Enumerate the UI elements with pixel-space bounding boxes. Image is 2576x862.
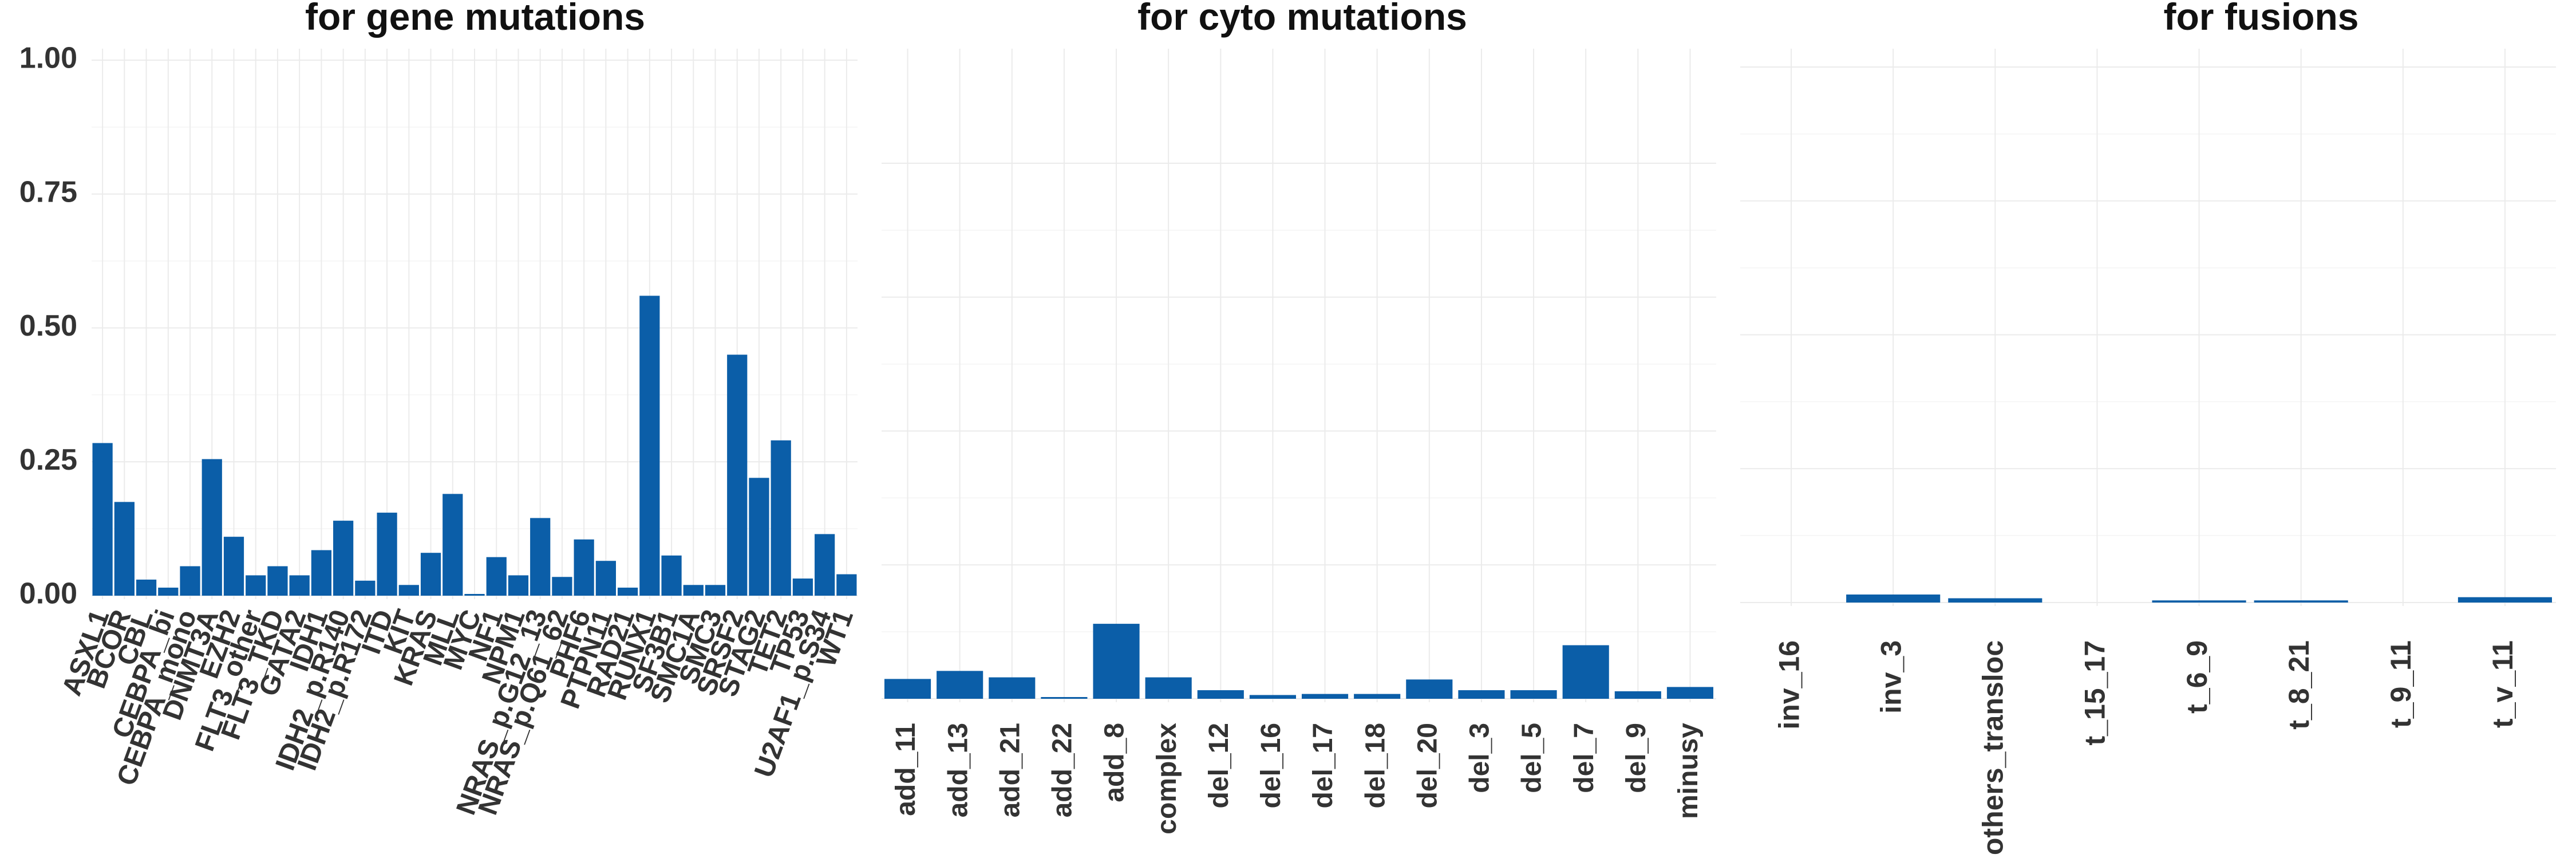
bar-SF3B1: [661, 555, 682, 596]
bar-NPM1: [508, 575, 529, 596]
bar-NF1: [486, 557, 507, 596]
x-tick-label: inv_16: [1773, 640, 1805, 730]
x-tick-label: del_18: [1360, 723, 1390, 808]
bar-KIT: [398, 585, 419, 596]
x-tick-label: del_7: [1569, 723, 1599, 793]
bar-PTPN11: [595, 561, 616, 596]
bar-TP53: [792, 578, 813, 596]
bar-complex: [1145, 677, 1192, 699]
bar-add_22: [1041, 697, 1088, 699]
bar-add_11: [884, 679, 931, 699]
bar-RUNX1: [639, 296, 660, 596]
x-tick-label: t_6_9: [2181, 640, 2213, 714]
x-tick-label: del_20: [1412, 723, 1443, 808]
bar-GATA2: [289, 575, 310, 596]
y-tick-label: 0.75: [19, 175, 77, 208]
panel-1: ASXL1BCORCBLCEBPA_biCEBPA_monoDNMT3AEZH2…: [19, 0, 859, 819]
bar-t_v_11: [2458, 597, 2552, 603]
bar-MLL: [442, 494, 463, 596]
bar-FLT3_other: [246, 575, 266, 596]
panel-title: for fusions: [2164, 0, 2359, 38]
bar-CBL: [136, 579, 157, 596]
bar-del_3: [1458, 690, 1505, 699]
bar-STAG2: [749, 478, 769, 596]
bar-del_18: [1354, 694, 1401, 699]
bar-del_7: [1562, 645, 1609, 699]
y-tick-label: 1.00: [19, 42, 77, 75]
x-tick-label: inv_3: [1875, 640, 1907, 714]
bar-WT1: [836, 574, 857, 596]
x-tick-label: del_17: [1308, 723, 1338, 808]
bar-t_8_21: [2254, 600, 2348, 603]
bar-EZH2: [223, 537, 244, 596]
x-tick-label: del_3: [1465, 723, 1495, 793]
bar-del_17: [1302, 694, 1349, 699]
x-tick-label: add_11: [891, 723, 921, 816]
bar-inv_3: [1846, 594, 1941, 603]
bar-SMC1A: [683, 585, 704, 596]
x-tick-label: del_16: [1256, 723, 1286, 808]
bar-DNMT3A: [202, 459, 222, 596]
bar-minusy: [1666, 687, 1713, 699]
bar-CEBPA_mono: [180, 566, 200, 596]
bar-add_8: [1093, 624, 1140, 699]
bar-CEBPA_bi: [158, 587, 179, 596]
x-tick-label: others_transloc: [1977, 640, 2009, 855]
x-tick-label: add_13: [943, 723, 973, 817]
bar-FLT3_TKD: [267, 566, 288, 596]
bar-IDH1: [311, 550, 332, 596]
bar-ITD: [377, 513, 397, 596]
bar-t_6_9: [2152, 600, 2246, 603]
bar-KRAS: [420, 553, 441, 596]
bar-del_5: [1510, 690, 1557, 699]
bar-IDH2_p.R140: [333, 521, 354, 596]
bar-PHF6: [574, 539, 594, 596]
bar-ASXL1: [92, 443, 113, 596]
x-tick-label: t_15_17: [2079, 640, 2111, 746]
bar-TET2: [771, 440, 791, 596]
bar-MYC: [464, 594, 485, 596]
x-tick-label: t_9_11: [2385, 640, 2417, 728]
bar-IDH2_p.R172: [355, 580, 376, 596]
bar-BCOR: [114, 502, 135, 596]
x-tick-label: add_22: [1048, 723, 1078, 817]
bar-U2AF1_p.S34: [815, 534, 835, 596]
x-tick-label: complex: [1152, 723, 1182, 835]
panel-title: for gene mutations: [305, 0, 645, 38]
x-tick-label: t_v_11: [2487, 640, 2519, 728]
y-tick-label: 0.00: [19, 577, 77, 611]
x-tick-label: del_9: [1621, 723, 1652, 793]
y-tick-label: 0.25: [19, 443, 77, 477]
x-tick-label: t_8_21: [2283, 640, 2315, 730]
bar-add_21: [989, 677, 1036, 699]
bar-del_9: [1614, 691, 1661, 699]
bar-NRAS_p.G12_13: [530, 518, 551, 596]
bar-SMC3: [705, 585, 726, 596]
x-tick-label: minusy: [1673, 723, 1704, 819]
x-tick-label: add_8: [1100, 723, 1130, 802]
bar-del_20: [1406, 679, 1453, 699]
bar-del_12: [1197, 690, 1244, 699]
panel-3: inv_16 inv_3 others_transloc t_15_17 t_6_9 t_…: [1740, 0, 2556, 855]
bar-RAD21: [617, 587, 638, 596]
bar-others_transloc: [1948, 598, 2042, 603]
x-tick-label: add_21: [995, 723, 1025, 817]
bar-add_13: [937, 671, 983, 699]
panel-title: for cyto mutations: [1137, 0, 1467, 38]
bar-NRAS_p.Q61_62: [552, 577, 572, 596]
x-tick-label: del_5: [1517, 723, 1547, 793]
bar-del_16: [1249, 695, 1296, 699]
bar-SRSF2: [727, 355, 748, 596]
y-tick-label: 0.50: [19, 309, 77, 343]
panel-2: add_11 add_13 add_21 add_22 add_8 complex del_…: [882, 0, 1716, 835]
x-tick-label: del_12: [1204, 723, 1234, 808]
